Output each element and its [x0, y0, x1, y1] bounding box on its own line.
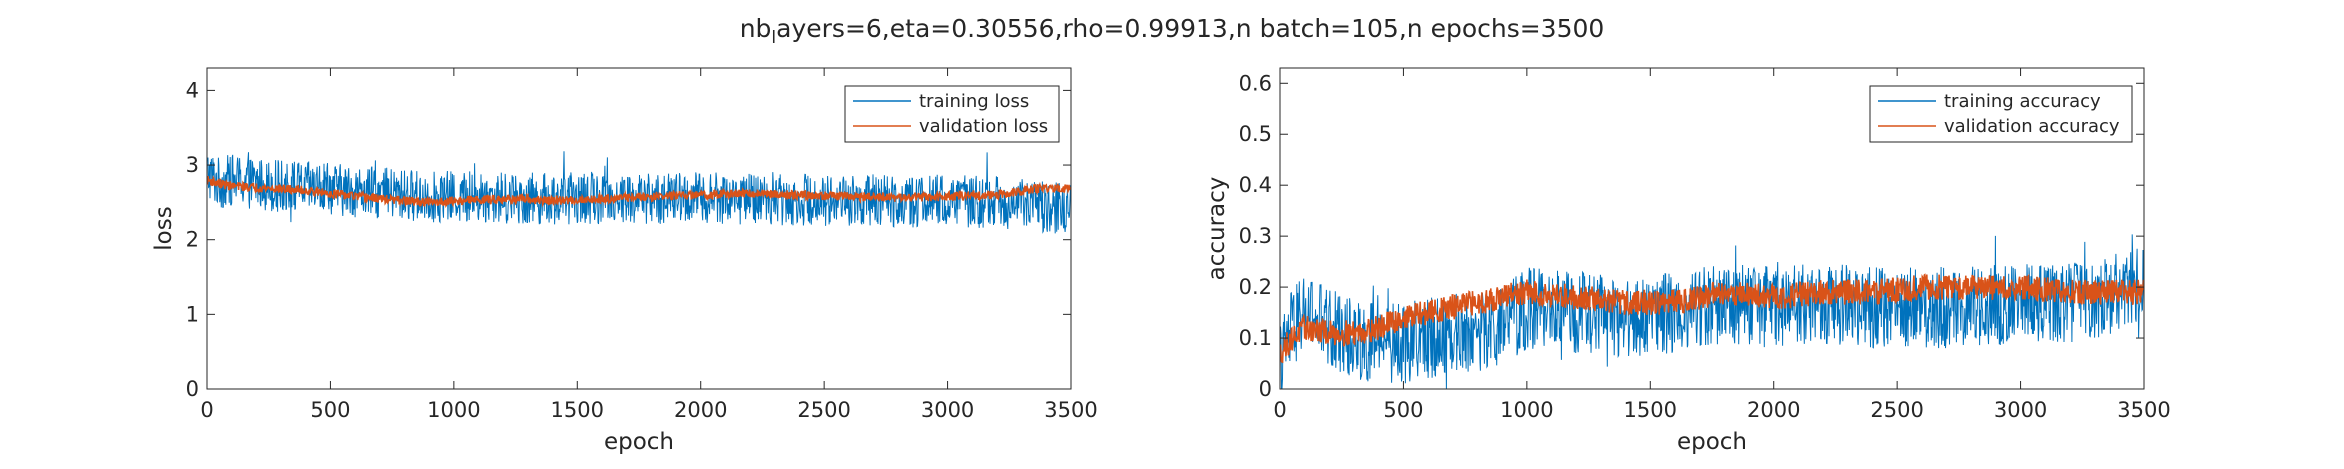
x-tick-label: 1500: [551, 398, 604, 422]
y-tick-label: 0.6: [1239, 71, 1272, 95]
legend-label: validation loss: [919, 116, 1048, 137]
series-line-validation-accuracy: [1280, 273, 2144, 364]
x-tick-label: 2000: [674, 398, 727, 422]
y-tick-label: 4: [186, 78, 199, 102]
y-tick-label: 0: [1259, 377, 1272, 401]
figure-title-subscript: l: [771, 28, 777, 48]
legend-box: [1869, 85, 2133, 143]
figure-title-prefix: nb: [739, 14, 772, 43]
series-line-training-loss: [207, 151, 1071, 234]
y-tick-label: 0.2: [1239, 275, 1272, 299]
legend-label: validation accuracy: [1944, 116, 2120, 137]
x-tick-label: 500: [310, 398, 350, 422]
figure-title: nblayers=6,eta=0.30556,rho=0.99913,n bat…: [0, 14, 2344, 48]
accuracy-plot: 0 500 1000 1500 2000 2500 3000 3500 0 0.1 0.2 0.3 0.…: [1204, 67, 2171, 455]
legend-label: training accuracy: [1944, 91, 2101, 112]
x-axis-label: epoch: [1677, 429, 1747, 455]
axes-box: [206, 67, 1072, 390]
y-axis-label: accuracy: [1204, 177, 1230, 281]
x-tick-label: 2500: [797, 398, 850, 422]
x-tick-label: 1500: [1624, 398, 1677, 422]
x-tick-label: 500: [1383, 398, 1423, 422]
x-tick-label: 2000: [1747, 398, 1800, 422]
series-line-training-accuracy: [1280, 234, 2144, 389]
y-tick-label: 2: [186, 228, 199, 252]
x-tick-label: 0: [200, 398, 213, 422]
y-tick-label: 0.3: [1239, 224, 1272, 248]
legend: training loss validation loss: [844, 85, 1060, 143]
y-tick-label: 1: [186, 302, 199, 326]
y-tick-label: 3: [186, 153, 199, 177]
axes-box: [1279, 67, 2145, 390]
x-tick-label: 3000: [1994, 398, 2047, 422]
x-tick-label: 2500: [1870, 398, 1923, 422]
legend-box: [844, 85, 1060, 143]
series-line-validation-loss: [207, 175, 1071, 209]
figure-title-suffix: ayers=6,eta=0.30556,rho=0.99913,n batch=…: [776, 14, 1605, 43]
x-tick-label: 0: [1273, 398, 1286, 422]
y-tick-label: 0.5: [1239, 122, 1272, 146]
legend-label: training loss: [919, 91, 1029, 112]
x-axis-label: epoch: [604, 429, 674, 455]
x-tick-label: 3000: [921, 398, 974, 422]
x-tick-label: 1000: [1500, 398, 1553, 422]
y-tick-label: 0: [186, 377, 199, 401]
y-axis-label: loss: [151, 206, 177, 250]
x-tick-label: 1000: [427, 398, 480, 422]
y-tick-label: 0.4: [1239, 173, 1272, 197]
x-tick-label: 3500: [1044, 398, 1097, 422]
legend: training accuracy validation accuracy: [1869, 85, 2133, 143]
loss-plot: 0 500 1000 1500 2000 2500 3000 3500 0 1 2 3 4 epoch lo…: [151, 67, 1098, 455]
x-tick-label: 3500: [2117, 398, 2170, 422]
y-tick-label: 0.1: [1239, 326, 1272, 350]
